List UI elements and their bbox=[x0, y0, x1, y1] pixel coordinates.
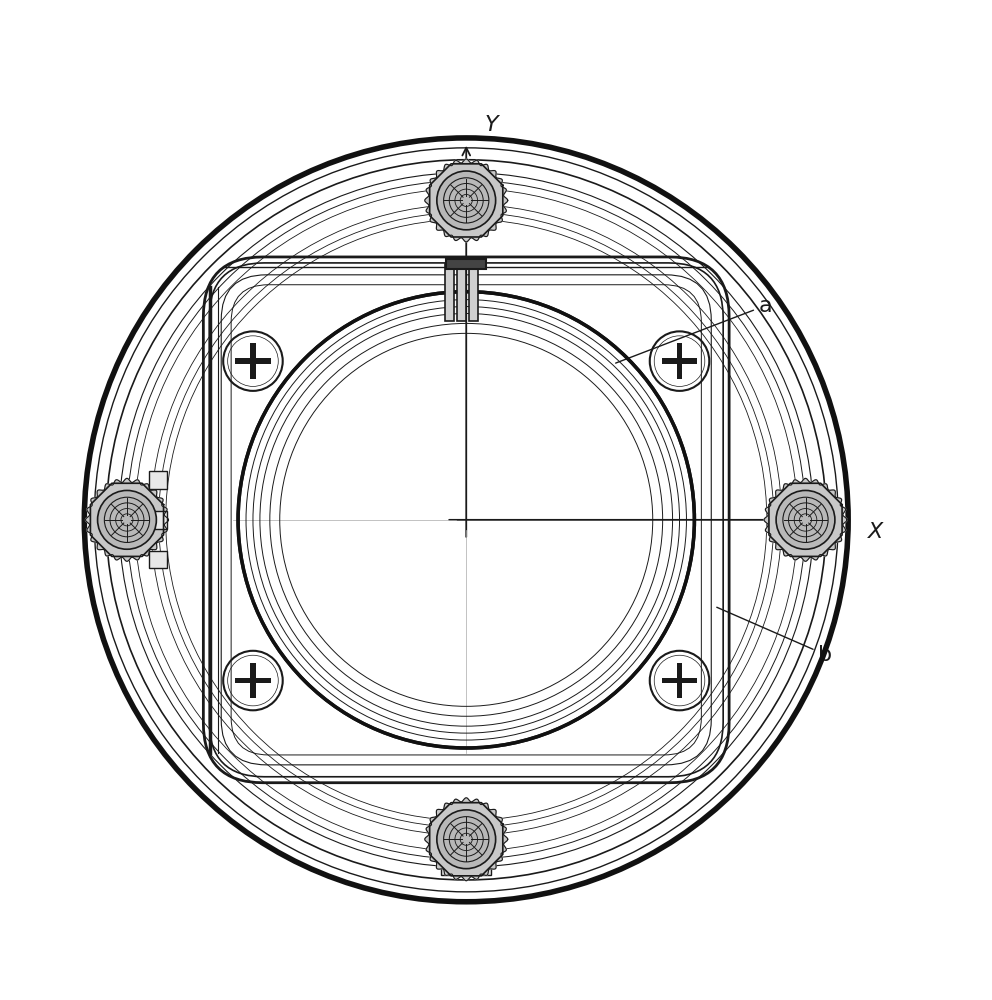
Bar bbox=[250, 343, 256, 379]
Circle shape bbox=[84, 138, 848, 902]
Text: b: b bbox=[717, 607, 832, 665]
Text: a: a bbox=[616, 296, 773, 363]
Bar bbox=[662, 678, 697, 683]
Polygon shape bbox=[85, 478, 169, 561]
Bar bbox=[149, 471, 167, 489]
Circle shape bbox=[776, 490, 835, 549]
Circle shape bbox=[436, 810, 496, 869]
Circle shape bbox=[436, 171, 496, 230]
Polygon shape bbox=[764, 478, 847, 561]
Bar bbox=[677, 663, 682, 698]
Bar bbox=[677, 343, 682, 379]
Polygon shape bbox=[425, 159, 508, 242]
Bar bbox=[235, 358, 271, 364]
Polygon shape bbox=[425, 798, 508, 881]
Bar bbox=[250, 663, 256, 698]
Text: X: X bbox=[868, 522, 883, 542]
Bar bbox=[456, 264, 466, 321]
Bar bbox=[446, 259, 486, 269]
Text: Y: Y bbox=[484, 115, 498, 135]
Bar bbox=[441, 857, 491, 875]
Bar bbox=[235, 678, 271, 683]
Bar bbox=[149, 511, 167, 529]
Circle shape bbox=[97, 490, 157, 549]
Bar bbox=[149, 551, 167, 568]
Bar bbox=[468, 264, 477, 321]
Bar bbox=[444, 264, 453, 321]
Bar bbox=[662, 358, 697, 364]
